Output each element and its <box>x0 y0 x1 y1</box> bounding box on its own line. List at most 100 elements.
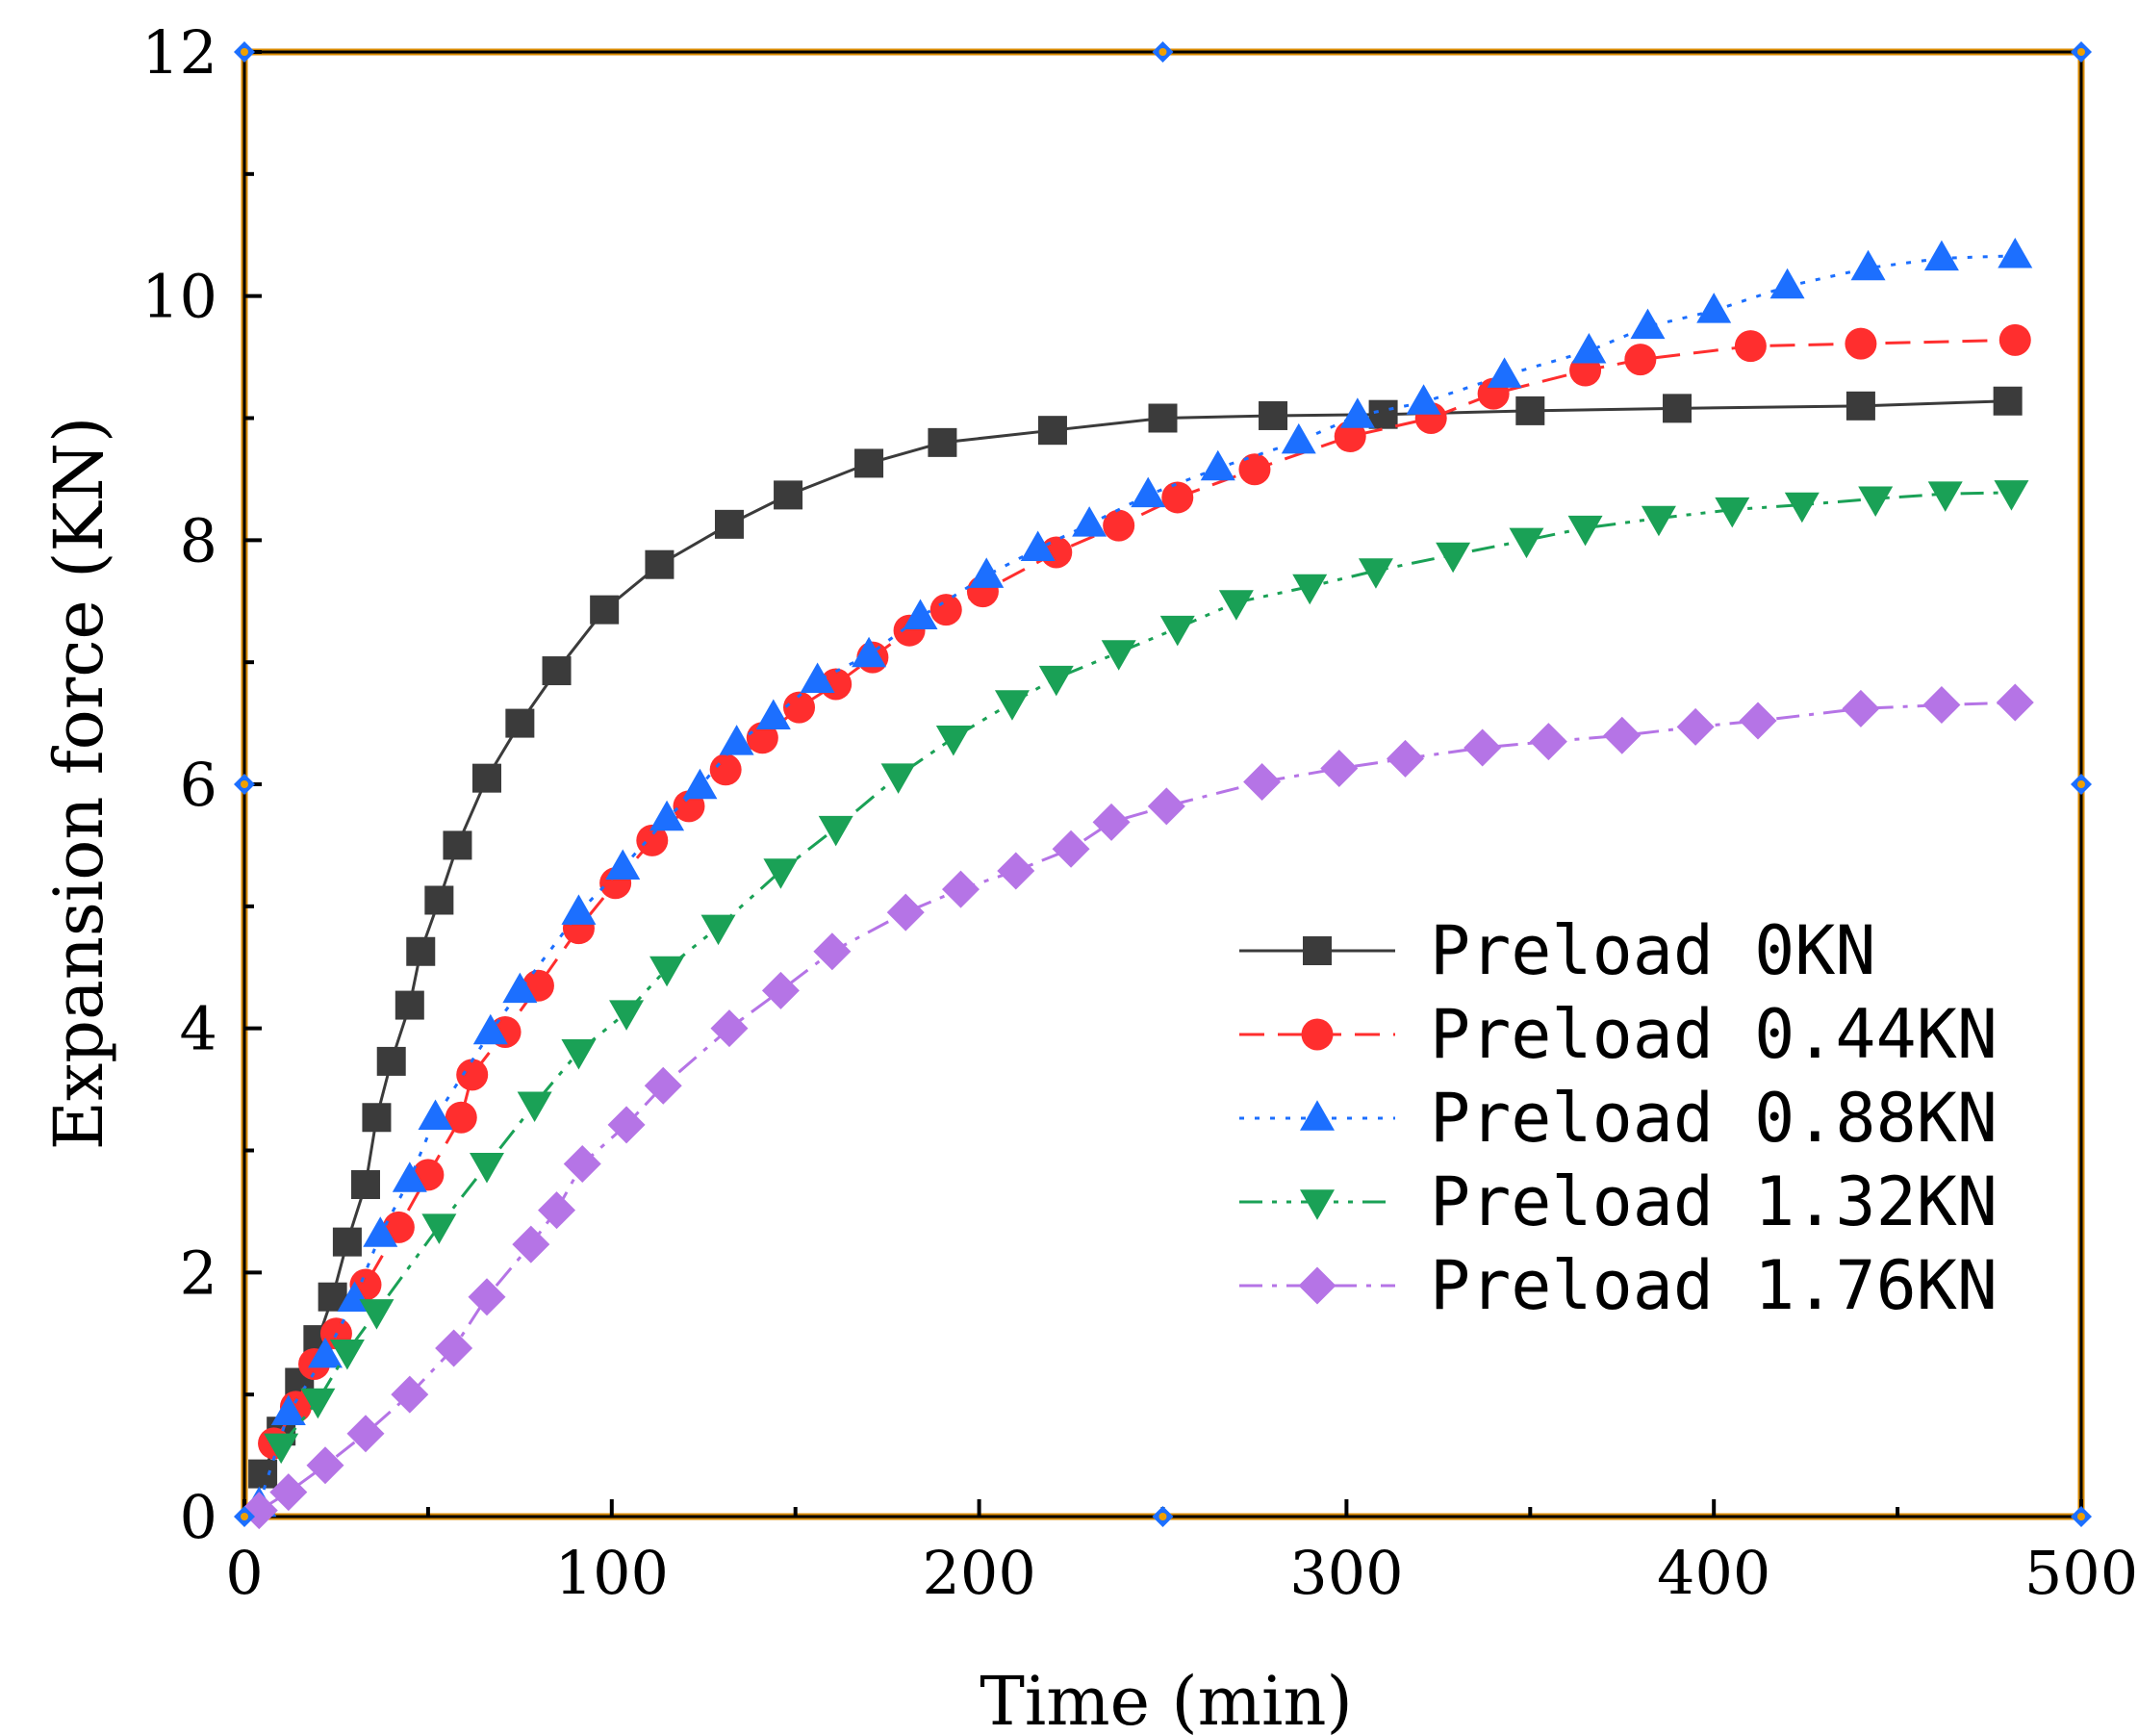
data-point <box>469 1152 504 1184</box>
data-point <box>472 1013 508 1045</box>
data-point <box>1092 803 1131 841</box>
data-point <box>783 691 816 724</box>
data-point <box>445 1101 477 1134</box>
data-point <box>542 656 572 686</box>
data-point <box>1996 683 2034 722</box>
data-point <box>376 1046 406 1076</box>
legend-label: Preload 0KN <box>1430 911 1876 990</box>
y-tick-label: 8 <box>180 505 217 575</box>
data-point <box>1320 750 1359 788</box>
legend-item: Preload 0KN <box>1239 911 1876 990</box>
data-point <box>1993 386 2023 416</box>
data-point <box>1131 476 1166 508</box>
data-point <box>505 708 535 738</box>
data-point <box>1663 394 1693 423</box>
x-axis-title: Time (min) <box>980 1662 1353 1736</box>
legend-label: Preload 0.88KN <box>1430 1079 1998 1158</box>
data-point <box>1529 723 1567 761</box>
data-point <box>1358 558 1393 589</box>
data-point <box>329 1340 365 1370</box>
data-point <box>636 824 669 856</box>
data-point <box>306 1446 344 1485</box>
corner-markers <box>234 41 2092 1527</box>
data-point <box>270 1394 306 1425</box>
legend-marker <box>1298 1266 1336 1305</box>
data-point <box>1200 449 1235 481</box>
series-layer <box>240 238 2034 1530</box>
data-point <box>406 936 436 966</box>
data-point <box>517 1091 552 1123</box>
data-point <box>1739 702 1777 740</box>
data-point <box>886 893 925 932</box>
data-point <box>710 1009 749 1048</box>
data-point <box>719 725 754 755</box>
data-point <box>363 1216 398 1247</box>
data-point <box>561 894 597 925</box>
data-point <box>424 885 454 915</box>
series-4 <box>264 480 2029 1465</box>
data-point <box>854 448 884 478</box>
data-point <box>1603 716 1642 754</box>
data-point <box>590 595 620 625</box>
data-point <box>709 753 742 786</box>
frame-handle-center <box>241 48 248 56</box>
data-point <box>1850 249 1886 281</box>
data-point <box>421 1213 457 1244</box>
x-tick-label: 300 <box>1289 1538 1403 1608</box>
data-point <box>645 549 674 579</box>
data-point <box>1998 323 2031 356</box>
data-point <box>332 1227 362 1257</box>
data-point <box>994 690 1030 721</box>
data-point <box>307 1337 343 1368</box>
series-3 <box>242 238 2033 1518</box>
data-point <box>969 557 1005 588</box>
data-point <box>880 763 916 794</box>
data-point <box>248 1459 278 1489</box>
data-point <box>929 594 962 626</box>
data-point <box>609 1000 645 1031</box>
legend-marker <box>1300 1100 1335 1131</box>
data-point <box>1994 480 2029 511</box>
x-tick-label: 400 <box>1657 1538 1770 1608</box>
data-point <box>418 1099 453 1131</box>
data-point <box>1292 574 1328 605</box>
data-point <box>1845 391 1875 421</box>
data-point <box>935 726 971 756</box>
data-point <box>346 1415 385 1453</box>
data-point <box>1927 481 1963 512</box>
legend-marker <box>1300 1189 1335 1220</box>
data-point <box>1784 492 1820 523</box>
data-point <box>1020 530 1056 561</box>
frame-handle-center <box>1158 1513 1167 1520</box>
legend-marker <box>1303 936 1332 965</box>
x-tick-label: 200 <box>922 1538 1035 1608</box>
data-point <box>1159 615 1195 647</box>
data-point <box>563 1144 601 1183</box>
data-point <box>700 914 736 946</box>
data-point <box>746 722 778 754</box>
data-point <box>1487 357 1522 388</box>
data-point <box>1567 515 1603 547</box>
data-point <box>928 427 957 457</box>
data-point <box>362 1103 392 1133</box>
legend-item: Preload 1.76KN <box>1239 1246 1998 1325</box>
data-point <box>1281 422 1316 454</box>
data-point <box>761 971 800 1009</box>
data-point <box>1715 497 1750 528</box>
data-point <box>391 1375 429 1414</box>
data-point <box>1052 830 1090 868</box>
data-point <box>392 1162 427 1192</box>
data-point <box>1161 481 1194 514</box>
data-point <box>1386 739 1424 778</box>
data-point <box>1038 665 1074 697</box>
y-tick-label: 12 <box>141 17 217 88</box>
series-line <box>272 338 2016 1444</box>
data-point <box>649 956 685 987</box>
data-point <box>300 1388 336 1419</box>
y-tick-label: 2 <box>180 1238 217 1308</box>
data-point <box>852 636 887 668</box>
data-point <box>1998 238 2033 268</box>
data-point <box>1464 728 1502 767</box>
data-point <box>1368 399 1398 429</box>
